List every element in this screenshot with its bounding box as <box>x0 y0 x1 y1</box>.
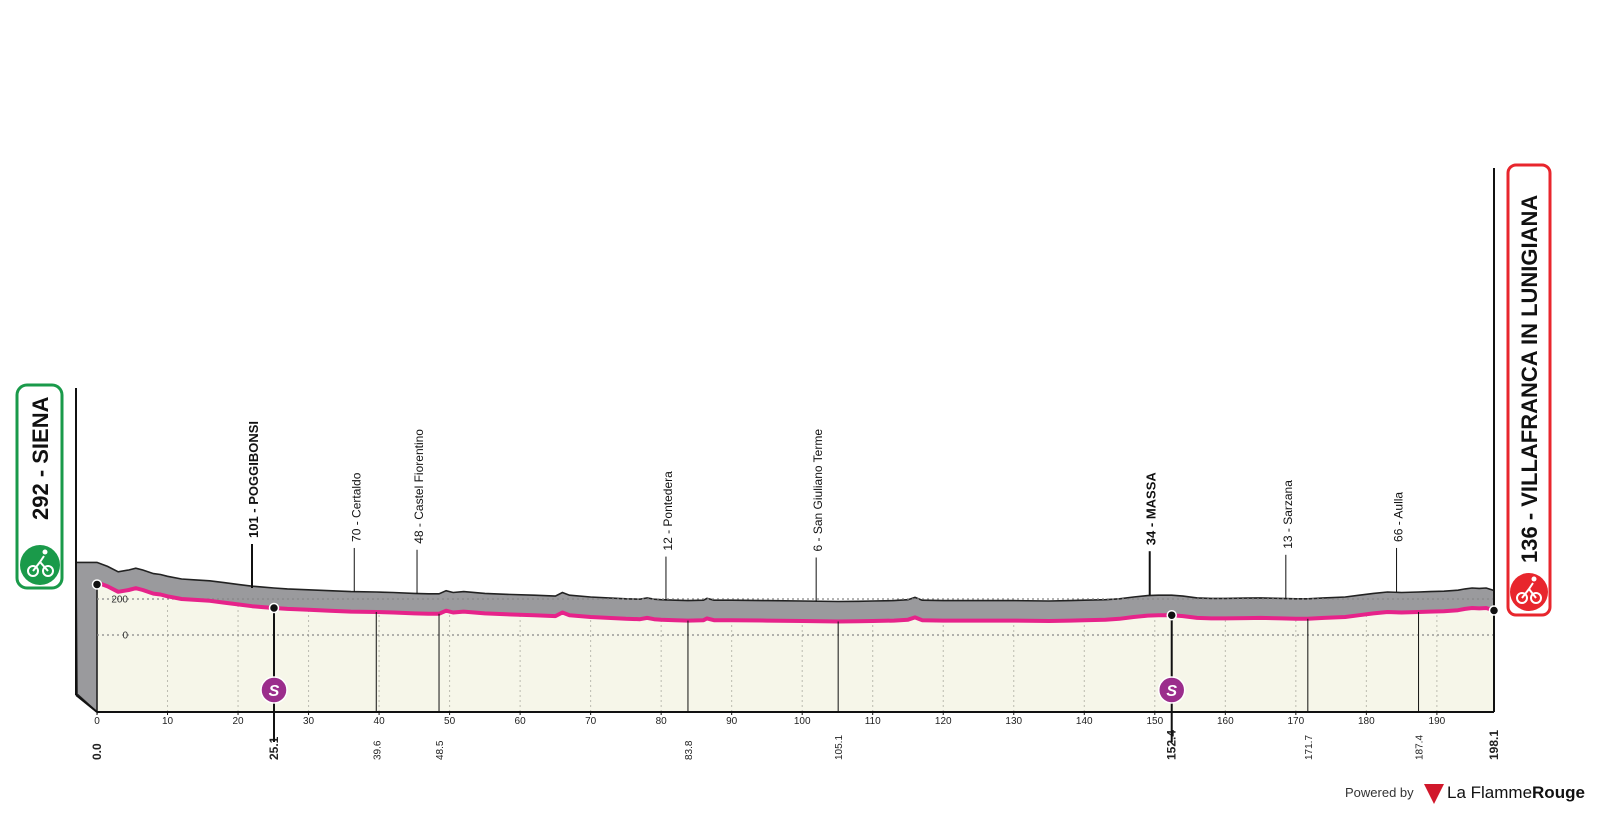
km-axis: 0 10 20 30 40 50 60 70 80 90 100 110 120 130 140 150 160… <box>75 168 1495 727</box>
km-tick-label: 30 <box>303 716 315 727</box>
km-marker-label: 25.1 <box>267 736 281 760</box>
powered-by: Powered by La FlammeRouge <box>1345 783 1585 804</box>
km-marker-label: 83.8 <box>684 740 695 760</box>
km-marker-label: 48.5 <box>435 740 446 760</box>
sprint-badge-label: S <box>1166 683 1177 700</box>
km-tick-label: 60 <box>515 716 527 727</box>
waypoint-label: 12 - Pontedera <box>661 471 675 551</box>
cyclist-finish-icon <box>1510 573 1548 611</box>
route-line <box>96 580 1495 624</box>
km-tick-label: 100 <box>794 716 811 727</box>
waypoint-label: 66 - Aulla <box>1392 492 1406 542</box>
sprint-point <box>1166 609 1177 621</box>
km-tick-label: 190 <box>1429 716 1446 727</box>
finish-label: 136 - VILLAFRANCA IN LUNIGIANA <box>1517 195 1542 563</box>
km-marker-label: 171.7 <box>1304 735 1315 760</box>
waypoint-label: 6 - San Giuliano Terme <box>811 429 825 552</box>
start-label: 292 - SIENA <box>28 396 53 520</box>
waypoints: 101 - POGGIBONSI S 70 - Certaldo 48 - Caste… <box>246 421 1420 742</box>
km-marker-label: 152.4 <box>1165 730 1179 760</box>
waypoint-label: 101 - POGGIBONSI <box>246 421 261 538</box>
km-tick-label: 90 <box>726 716 738 727</box>
cyclist-start-icon <box>20 545 60 585</box>
brand-name-a: La Flamme <box>1447 783 1532 802</box>
km-tick-label: 20 <box>232 716 244 727</box>
km-tick-label: 40 <box>374 716 386 727</box>
sprint-badge-icon <box>1157 676 1186 704</box>
waypoint-label: 34 - MASSA <box>1144 472 1159 546</box>
elevation-tick-label: 0 <box>122 631 128 642</box>
km-tick-label: 180 <box>1358 716 1375 727</box>
elevation-reference: 0 200 <box>97 595 1494 642</box>
km-markers: 0.0 25.1 39.6 48.5 83.8 105.1 152.4 171.7 187.4 1… <box>90 579 1501 760</box>
sprint-badge-icon <box>260 676 288 704</box>
km-tick-label: 170 <box>1287 716 1304 727</box>
km-marker-label: 105.1 <box>834 735 845 760</box>
km-tick-label: 0 <box>94 716 100 727</box>
km-tick-label: 110 <box>865 716 881 727</box>
start-point <box>91 579 103 590</box>
brand-name-b: Rouge <box>1532 783 1585 802</box>
km-tick-label: 160 <box>1217 716 1234 727</box>
brand-name: La FlammeRouge <box>1447 783 1585 802</box>
start-banner: 292 - SIENA <box>15 383 64 590</box>
km-tick-label: 140 <box>1076 716 1093 727</box>
elevation-tick-label: 200 <box>111 595 128 606</box>
waypoint-label: 13 - Sarzana <box>1281 480 1295 549</box>
km-marker-label: 39.6 <box>372 740 383 760</box>
ground-panel <box>97 582 1494 712</box>
km-marker-label: 187.4 <box>1415 735 1426 760</box>
km-tick-label: 130 <box>1005 716 1022 727</box>
km-tick-label: 150 <box>1146 716 1163 727</box>
sprint-badge-label: S <box>269 683 280 700</box>
waypoint-label: 70 - Certaldo <box>349 472 363 542</box>
sprint-point <box>268 602 280 614</box>
waypoint-label: 48 - Castel Fiorentino <box>412 429 426 544</box>
km-tick-label: 50 <box>444 716 456 727</box>
flamme-rouge-logo-icon <box>1424 784 1444 804</box>
finish-banner: 136 - VILLAFRANCA IN LUNIGIANA <box>1506 163 1552 617</box>
km-marker-label: 198.1 <box>1487 730 1501 760</box>
km-tick-label: 70 <box>585 716 597 727</box>
km-tick-label: 120 <box>935 716 952 727</box>
start-base-edge <box>75 694 98 713</box>
km-tick-label: 10 <box>162 716 174 727</box>
km-tick-label: 80 <box>656 716 668 727</box>
finish-point <box>1488 605 1500 616</box>
powered-by-text: Powered by <box>1345 785 1414 800</box>
km-marker-label: 0.0 <box>90 743 104 760</box>
